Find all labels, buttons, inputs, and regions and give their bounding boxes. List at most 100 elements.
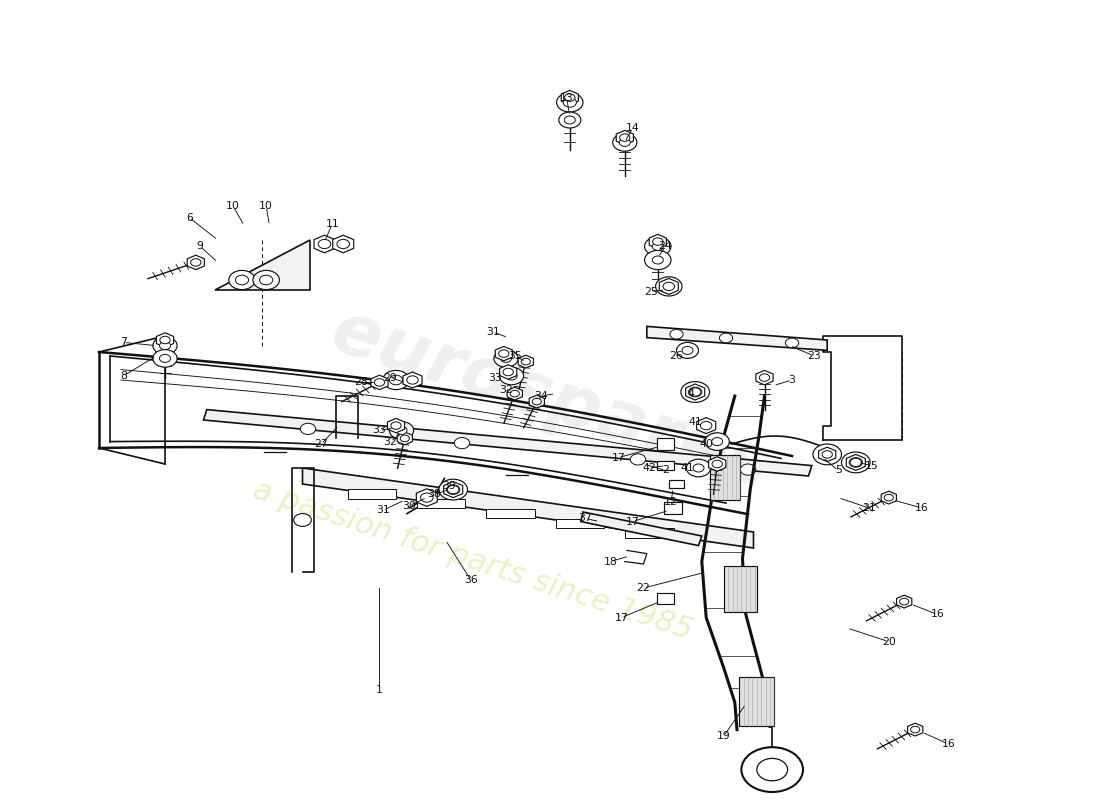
- Circle shape: [705, 433, 729, 450]
- Bar: [417, 499, 465, 509]
- Polygon shape: [416, 489, 438, 506]
- Circle shape: [670, 330, 683, 339]
- Circle shape: [503, 368, 514, 376]
- Circle shape: [160, 336, 170, 344]
- Polygon shape: [685, 384, 705, 400]
- Text: 34: 34: [535, 391, 548, 401]
- Circle shape: [564, 116, 575, 124]
- Circle shape: [813, 444, 842, 465]
- Circle shape: [822, 450, 833, 458]
- Circle shape: [613, 134, 637, 151]
- Circle shape: [911, 726, 920, 733]
- Bar: [739, 677, 774, 726]
- Circle shape: [383, 370, 409, 390]
- Circle shape: [652, 256, 663, 264]
- Text: 15: 15: [865, 461, 878, 470]
- Text: 17: 17: [615, 613, 628, 622]
- Polygon shape: [647, 326, 827, 350]
- Polygon shape: [507, 387, 522, 400]
- Circle shape: [663, 282, 674, 290]
- Text: 42: 42: [642, 463, 656, 473]
- Text: 38: 38: [428, 490, 441, 499]
- Text: 6: 6: [186, 213, 192, 222]
- Circle shape: [337, 239, 350, 249]
- Polygon shape: [499, 365, 517, 379]
- Polygon shape: [187, 255, 205, 270]
- Circle shape: [719, 333, 733, 342]
- Polygon shape: [214, 240, 310, 290]
- Circle shape: [563, 98, 576, 107]
- Circle shape: [506, 372, 517, 380]
- Circle shape: [712, 438, 723, 446]
- Text: 10: 10: [227, 202, 240, 211]
- Circle shape: [153, 350, 177, 367]
- Circle shape: [260, 275, 273, 285]
- Circle shape: [652, 238, 663, 246]
- Circle shape: [645, 237, 671, 256]
- Text: 19: 19: [717, 731, 730, 741]
- Text: 16: 16: [915, 503, 928, 513]
- Circle shape: [439, 479, 468, 500]
- Polygon shape: [397, 432, 412, 445]
- Text: 41: 41: [689, 418, 702, 427]
- Text: 32: 32: [384, 437, 397, 446]
- Text: 24: 24: [659, 242, 672, 251]
- Bar: [657, 438, 674, 450]
- Polygon shape: [371, 375, 388, 390]
- Circle shape: [153, 337, 177, 354]
- Circle shape: [499, 367, 524, 385]
- Circle shape: [190, 258, 201, 266]
- Text: eurospares: eurospares: [322, 297, 778, 503]
- Text: 37: 37: [579, 514, 592, 523]
- Circle shape: [160, 342, 170, 350]
- Circle shape: [400, 435, 409, 442]
- Circle shape: [420, 493, 433, 502]
- Circle shape: [900, 598, 909, 605]
- Circle shape: [842, 452, 870, 473]
- Text: 31: 31: [486, 327, 499, 337]
- Circle shape: [447, 485, 460, 494]
- Polygon shape: [302, 468, 754, 548]
- Polygon shape: [708, 457, 726, 471]
- Circle shape: [160, 354, 170, 362]
- Text: 16: 16: [931, 610, 944, 619]
- Circle shape: [532, 398, 541, 405]
- Circle shape: [741, 747, 803, 792]
- Circle shape: [785, 338, 799, 348]
- Circle shape: [229, 270, 255, 290]
- Circle shape: [494, 350, 518, 367]
- Bar: [625, 529, 673, 538]
- Text: 21: 21: [862, 503, 876, 513]
- Polygon shape: [403, 372, 422, 388]
- Circle shape: [619, 138, 630, 146]
- Circle shape: [652, 242, 663, 250]
- Text: 12: 12: [664, 498, 678, 507]
- Bar: [669, 480, 684, 488]
- Text: a passion for parts since 1985: a passion for parts since 1985: [250, 475, 696, 645]
- Circle shape: [820, 449, 835, 460]
- Polygon shape: [616, 130, 634, 145]
- Text: 14: 14: [626, 123, 639, 133]
- Polygon shape: [387, 418, 405, 433]
- Polygon shape: [896, 595, 912, 608]
- Polygon shape: [881, 491, 896, 504]
- Circle shape: [681, 382, 710, 402]
- Polygon shape: [756, 370, 773, 385]
- Circle shape: [759, 374, 770, 382]
- Circle shape: [663, 282, 674, 290]
- Text: 22: 22: [637, 583, 650, 593]
- Text: 40: 40: [700, 439, 713, 449]
- Bar: [658, 461, 673, 470]
- Polygon shape: [156, 333, 174, 347]
- Polygon shape: [518, 355, 534, 368]
- Text: 39: 39: [442, 482, 455, 491]
- Circle shape: [564, 94, 575, 102]
- Circle shape: [676, 342, 698, 358]
- Text: 23: 23: [807, 351, 821, 361]
- Text: 31: 31: [376, 506, 389, 515]
- Text: 17: 17: [612, 453, 625, 462]
- Polygon shape: [818, 447, 836, 462]
- Circle shape: [389, 422, 414, 439]
- Text: 25: 25: [645, 287, 658, 297]
- Circle shape: [521, 358, 530, 365]
